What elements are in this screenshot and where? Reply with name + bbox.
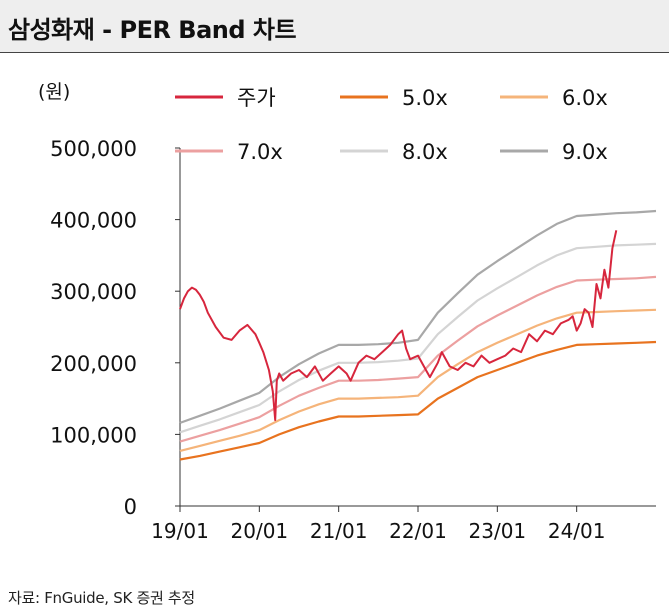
legend-label: 8.0x [402,140,448,164]
x-tick-label: 23/01 [469,519,527,543]
y-tick-label: 400,000 [50,209,137,233]
source-note: 자료: FnGuide, SK 증권 추정 [8,589,195,607]
series-group [179,209,657,461]
legend-label: 9.0x [562,140,608,164]
chart-title: 삼성화재 - PER Band 차트 [8,16,297,44]
y-tick-label: 100,000 [50,423,137,447]
legend: 주가 5.0x 6.0x 7.0x 8.0x 9.0x [175,86,608,164]
header-bar: 삼성화재 - PER Band 차트 [0,0,669,53]
per-band-chart: 0 100,000 200,000 300,000 400,000 500,000 19/0… [38,81,657,543]
y-axis-label: (원) [38,81,70,103]
legend-label: 주가 [237,86,276,110]
legend-label: 5.0x [402,86,448,110]
per-band-9-0x-line [179,209,657,424]
y-tick-label: 0 [124,495,137,519]
y-tick-label: 500,000 [50,137,137,161]
y-tick-label: 200,000 [50,352,137,376]
per-band-7-0x-line [179,275,657,443]
x-tick-label: 21/01 [310,519,368,543]
per-band-8-0x-line [179,242,657,434]
x-tick-label: 19/01 [151,519,209,543]
y-tick-label: 300,000 [50,280,137,304]
axes-group: 0 100,000 200,000 300,000 400,000 500,000 19/0… [50,137,656,543]
x-tick-label: 24/01 [548,519,606,543]
legend-label: 6.0x [562,86,608,110]
price-line [179,230,618,422]
legend-label: 7.0x [237,140,283,164]
x-tick-label: 20/01 [231,519,289,543]
per-band-5-0x-line [179,340,657,461]
x-tick-label: 22/01 [389,519,447,543]
per-band-6-0x-line [179,308,657,452]
